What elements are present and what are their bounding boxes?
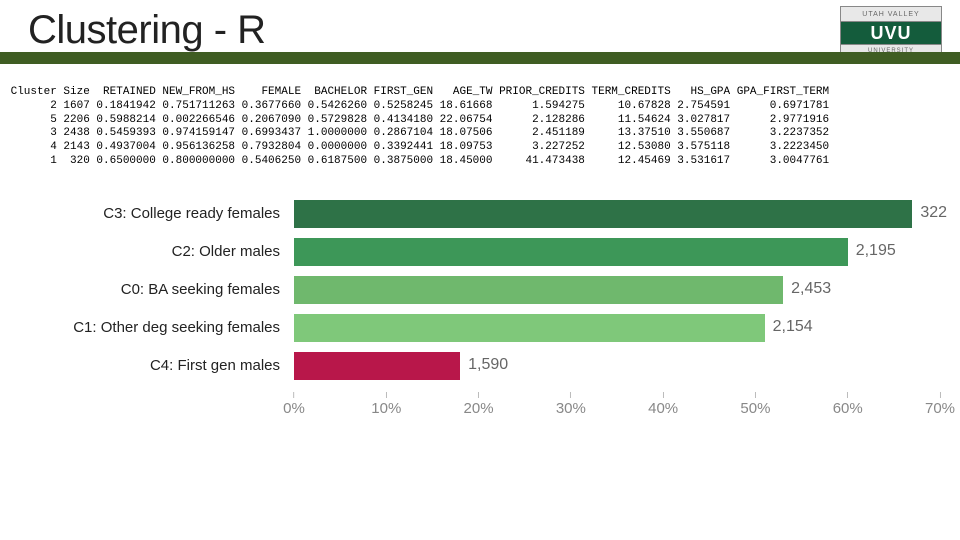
bar-area: 2,453 bbox=[294, 275, 940, 305]
x-tick: 10% bbox=[371, 392, 401, 417]
bar-fill: 2,154 bbox=[294, 314, 765, 342]
x-tick: 30% bbox=[556, 392, 586, 417]
x-tick: 50% bbox=[740, 392, 770, 417]
bar-label: C4: First gen males bbox=[20, 357, 294, 374]
bar-fill: 322 bbox=[294, 200, 912, 228]
bar-label: C2: Older males bbox=[20, 243, 294, 260]
tick-label: 10% bbox=[371, 400, 401, 417]
tick-label: 50% bbox=[740, 400, 770, 417]
bar-value: 2,154 bbox=[773, 318, 813, 336]
tick-line bbox=[570, 392, 571, 398]
bar-area: 2,154 bbox=[294, 313, 940, 343]
tick-label: 0% bbox=[283, 400, 305, 417]
bar-value: 2,453 bbox=[791, 280, 831, 298]
bar-fill: 2,195 bbox=[294, 238, 848, 266]
tick-label: 70% bbox=[925, 400, 955, 417]
x-tick: 60% bbox=[833, 392, 863, 417]
bar-value: 2,195 bbox=[856, 242, 896, 260]
bar-area: 1,590 bbox=[294, 351, 940, 381]
bar-row: C1: Other deg seeking females2,154 bbox=[20, 311, 940, 345]
header-accent-bar bbox=[0, 52, 960, 64]
tick-label: 40% bbox=[648, 400, 678, 417]
tick-line bbox=[386, 392, 387, 398]
tick-line bbox=[294, 392, 295, 398]
bar-label: C3: College ready females bbox=[20, 205, 294, 222]
x-tick: 0% bbox=[283, 392, 305, 417]
bar-fill: 1,590 bbox=[294, 352, 460, 380]
bar-rows-container: C3: College ready females322C2: Older ma… bbox=[20, 197, 940, 383]
cluster-data-table: Cluster Size RETAINED NEW_FROM_HS FEMALE… bbox=[4, 86, 960, 169]
bar-row: C2: Older males2,195 bbox=[20, 235, 940, 269]
logo-top-text: UTAH VALLEY bbox=[841, 7, 941, 22]
bar-row: C4: First gen males1,590 bbox=[20, 349, 940, 383]
logo-mid-text: UVU bbox=[841, 22, 941, 44]
x-tick: 20% bbox=[464, 392, 494, 417]
retention-bar-chart: C3: College ready females322C2: Older ma… bbox=[20, 197, 940, 457]
tick-label: 20% bbox=[464, 400, 494, 417]
x-axis: 0%10%20%30%40%50%60%70% bbox=[294, 392, 940, 432]
bar-value: 322 bbox=[920, 204, 947, 222]
x-tick: 70% bbox=[925, 392, 955, 417]
bar-area: 322 bbox=[294, 199, 940, 229]
tick-label: 30% bbox=[556, 400, 586, 417]
bar-row: C0: BA seeking females2,453 bbox=[20, 273, 940, 307]
bar-label: C1: Other deg seeking females bbox=[20, 319, 294, 336]
bar-row: C3: College ready females322 bbox=[20, 197, 940, 231]
page-title: Clustering - R bbox=[28, 8, 266, 53]
uvu-logo: UTAH VALLEY UVU UNIVERSITY bbox=[840, 6, 942, 58]
bar-area: 2,195 bbox=[294, 237, 940, 267]
slide-header: Clustering - R UTAH VALLEY UVU UNIVERSIT… bbox=[0, 0, 960, 64]
tick-label: 60% bbox=[833, 400, 863, 417]
tick-line bbox=[478, 392, 479, 398]
bar-fill: 2,453 bbox=[294, 276, 783, 304]
bar-label: C0: BA seeking females bbox=[20, 281, 294, 298]
tick-line bbox=[663, 392, 664, 398]
x-tick: 40% bbox=[648, 392, 678, 417]
bar-value: 1,590 bbox=[468, 356, 508, 374]
tick-line bbox=[847, 392, 848, 398]
tick-line bbox=[940, 392, 941, 398]
tick-line bbox=[755, 392, 756, 398]
